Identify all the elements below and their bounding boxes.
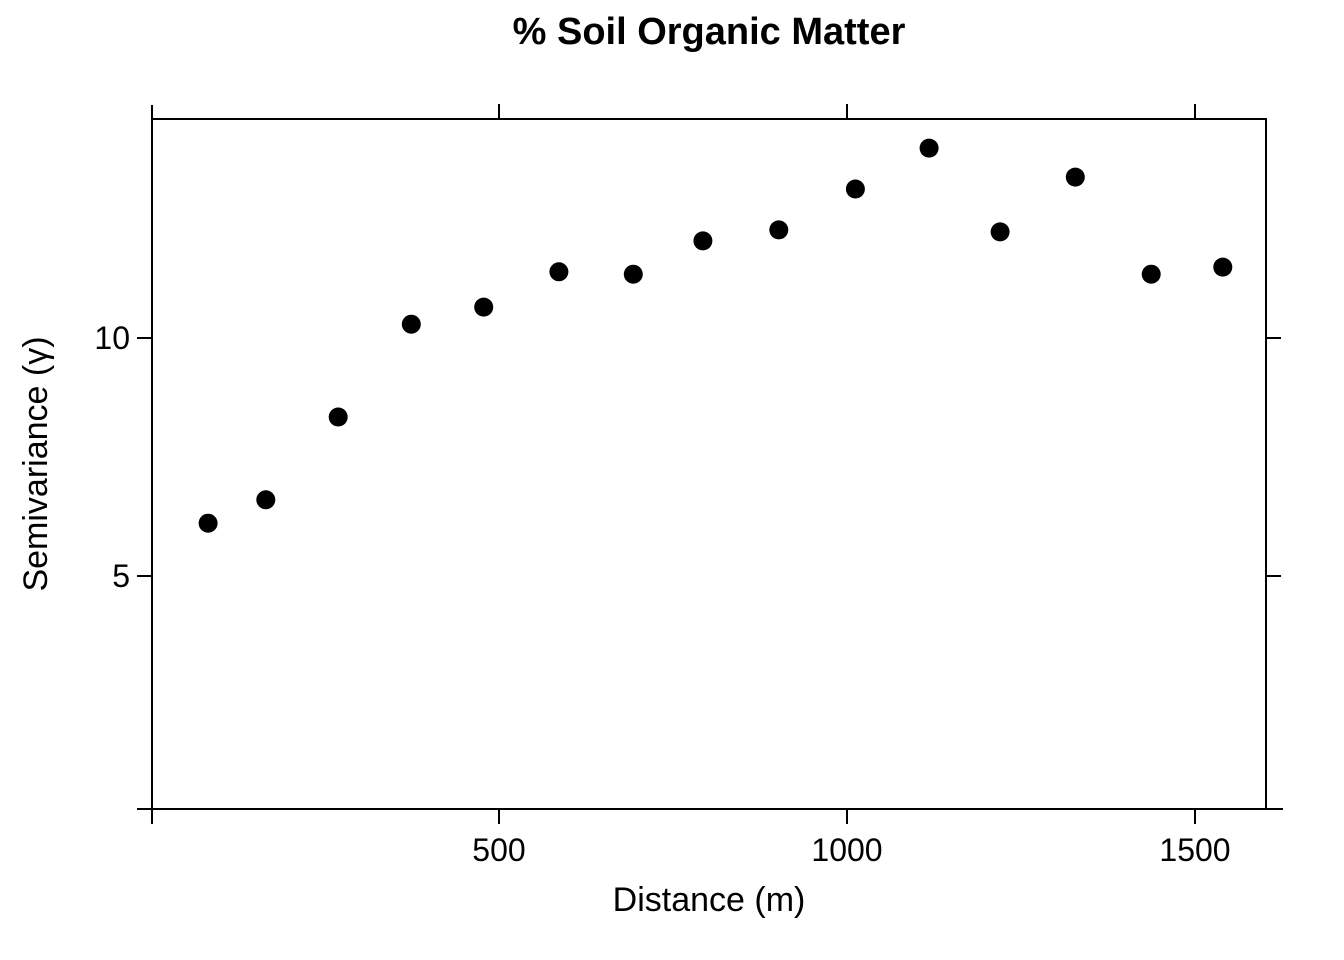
data-point [769,220,789,240]
data-point [845,179,865,199]
x-axis-label: Distance (m) [613,881,806,919]
y-axis-label: Semivariance (γ) [17,336,55,591]
x-tick-label: 500 [472,832,525,868]
data-point [990,222,1010,242]
data-point [623,264,643,284]
axis-tick-labels: 500 1000 1500 5 10 [94,320,1230,868]
data-point [693,231,713,251]
x-tick-label: 1500 [1159,832,1230,868]
plot-box [151,118,1267,810]
data-points [198,138,1233,533]
x-tick-label: 1000 [811,832,882,868]
y-tick-label: 5 [112,558,130,594]
axis-ticks [137,104,1281,824]
data-point [198,513,218,533]
y-tick-label: 10 [94,320,130,356]
data-point [328,407,348,427]
data-point [549,262,569,282]
data-point [919,138,939,158]
data-point [1141,264,1161,284]
chart-title: % Soil Organic Matter [513,11,906,53]
plot-frame [137,105,1283,824]
data-point [401,314,421,334]
data-point [1065,167,1085,187]
data-point [1213,257,1233,277]
data-point [256,490,276,510]
data-point [474,297,494,317]
